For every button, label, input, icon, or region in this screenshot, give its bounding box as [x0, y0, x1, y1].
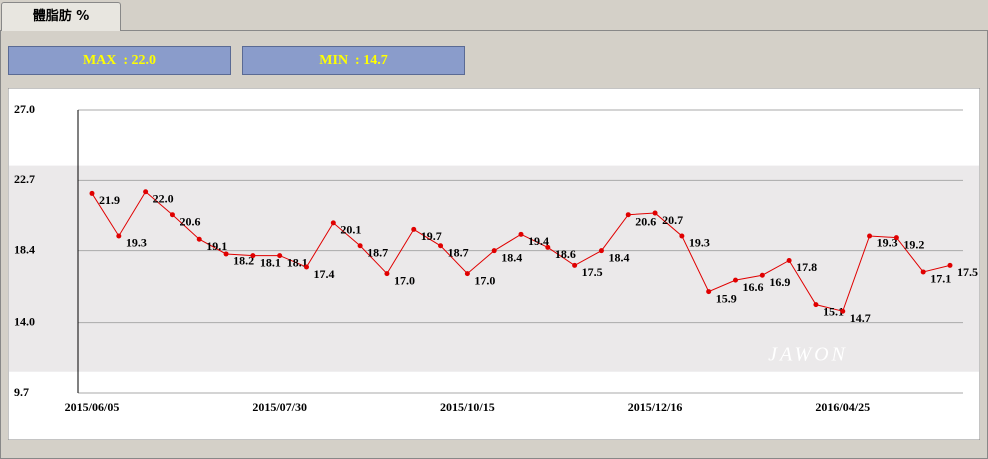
data-label: 17.8: [796, 260, 817, 274]
data-label: 20.6: [635, 214, 656, 228]
point: [143, 189, 149, 195]
point: [706, 289, 712, 295]
data-label: 17.0: [474, 273, 495, 287]
data-label: 18.7: [367, 246, 388, 260]
data-label: 18.4: [608, 250, 629, 264]
y-tick-label: 9.7: [14, 385, 29, 399]
data-label: 22.0: [153, 192, 174, 206]
point: [384, 271, 390, 277]
point: [518, 231, 524, 237]
data-label: 18.4: [501, 250, 522, 264]
point: [491, 248, 497, 254]
point: [330, 220, 336, 226]
data-label: 17.1: [930, 272, 951, 286]
data-label: 19.4: [528, 234, 549, 248]
data-label: 18.2: [233, 254, 254, 268]
x-tick-label: 2015/12/16: [628, 400, 683, 414]
data-label: 19.3: [689, 236, 710, 250]
point: [545, 244, 551, 250]
y-tick-label: 22.7: [14, 172, 35, 186]
point: [786, 257, 792, 263]
point: [679, 233, 685, 239]
data-label: 17.5: [582, 265, 603, 279]
data-label: 18.6: [555, 247, 576, 261]
data-label: 19.1: [206, 239, 227, 253]
y-tick-label: 14.0: [14, 314, 35, 328]
data-label: 21.9: [99, 193, 120, 207]
data-label: 16.6: [743, 280, 764, 294]
x-tick-label: 2016/04/25: [815, 400, 870, 414]
data-label: 15.9: [716, 291, 737, 305]
data-label: 17.5: [957, 265, 978, 279]
data-label: 14.7: [850, 311, 871, 325]
point: [867, 233, 873, 239]
point: [169, 212, 175, 218]
data-label: 17.0: [394, 273, 415, 287]
point: [357, 243, 363, 249]
point: [733, 277, 738, 283]
point: [438, 243, 444, 249]
data-label: 20.1: [340, 223, 361, 237]
y-tick-label: 27.0: [14, 102, 35, 116]
data-label: 18.1: [260, 255, 281, 269]
data-label: 19.3: [126, 236, 147, 250]
chart: JAWON 27.0 22.7 18.4 14.0 9.7 2015/06/05 2015/0…: [8, 88, 980, 440]
point: [893, 235, 899, 241]
x-tick-label: 2015/07/30: [252, 400, 307, 414]
data-label: 15.1: [823, 304, 844, 318]
point: [116, 233, 122, 239]
x-tick-label: 2015/10/15: [440, 400, 495, 414]
watermark: JAWON: [768, 344, 848, 366]
max-box: MAX : 22.0: [8, 46, 231, 75]
normal-range: [9, 165, 979, 372]
point: [920, 269, 926, 275]
data-label: 20.6: [179, 214, 200, 228]
data-label: 19.2: [903, 237, 924, 251]
data-label: 20.7: [662, 213, 683, 227]
data-label: 18.1: [287, 255, 308, 269]
data-label: 16.9: [769, 275, 790, 289]
point: [250, 253, 256, 259]
tab[interactable]: 體脂肪 %: [1, 2, 121, 31]
point: [947, 262, 953, 268]
point: [598, 248, 604, 254]
data-label: 17.4: [314, 267, 335, 281]
point: [304, 264, 309, 270]
x-tick-label: 2015/06/05: [65, 400, 120, 414]
point: [625, 212, 631, 218]
point: [464, 271, 470, 277]
min-box: MIN : 14.7: [242, 46, 465, 75]
point: [89, 190, 95, 196]
data-label: 19.3: [877, 236, 898, 250]
y-tick-label: 18.4: [14, 242, 35, 256]
point: [196, 236, 202, 242]
data-label: 18.7: [448, 246, 469, 260]
point: [277, 253, 283, 259]
point: [652, 210, 658, 216]
point: [223, 251, 229, 257]
point: [572, 262, 578, 268]
point: [411, 226, 417, 232]
point: [759, 272, 765, 278]
point: [813, 302, 819, 308]
point: [840, 308, 846, 314]
data-label: 19.7: [421, 229, 442, 243]
